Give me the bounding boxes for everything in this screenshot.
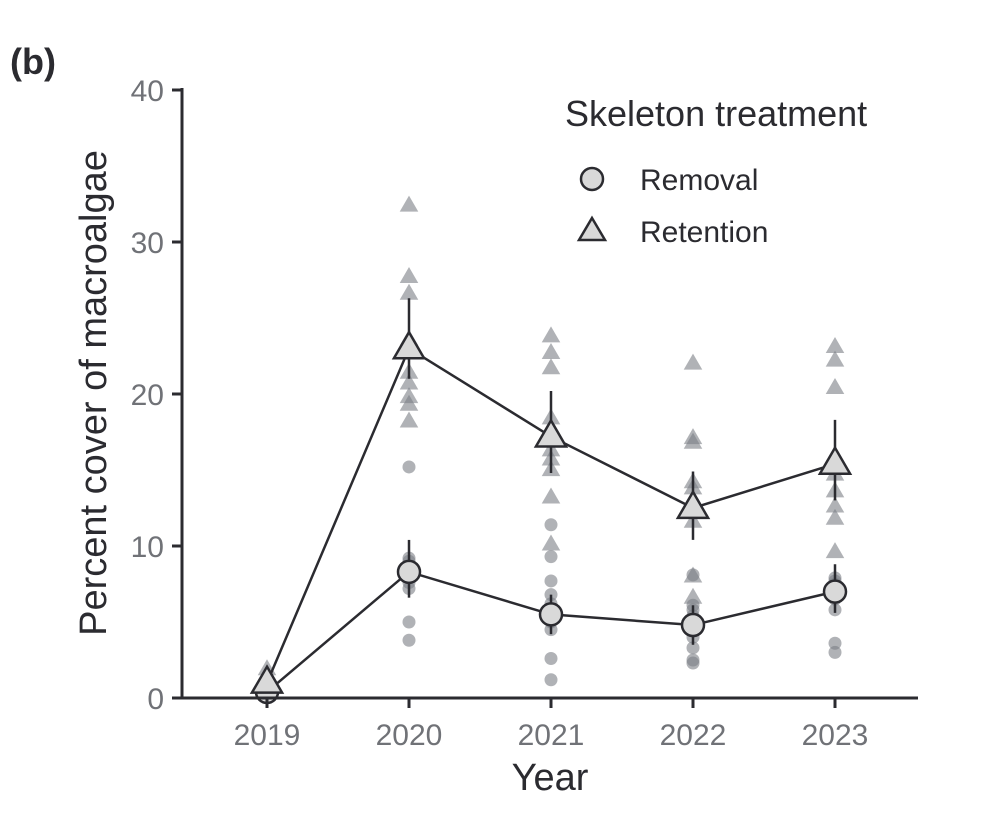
legend-retention-marker bbox=[576, 215, 608, 242]
y-axis-title: Percent cover of macroalgae bbox=[73, 150, 115, 636]
removal-raw-point bbox=[686, 641, 700, 655]
removal-raw-point bbox=[402, 460, 416, 474]
retention-mean-point bbox=[675, 489, 711, 520]
retention-raw-point bbox=[541, 534, 561, 551]
y-tick-label: 10 bbox=[131, 531, 164, 564]
retention-raw-point bbox=[399, 387, 419, 404]
retention-raw-point bbox=[825, 378, 845, 394]
retention-raw-point bbox=[541, 358, 561, 375]
removal-raw-point bbox=[828, 645, 842, 659]
retention-raw-point bbox=[399, 267, 419, 284]
removal-mean-point bbox=[822, 579, 848, 604]
retention-raw-point bbox=[825, 496, 845, 513]
removal-mean-point bbox=[538, 602, 564, 627]
legend-title: Skeleton treatment bbox=[565, 93, 867, 134]
y-tick-label: 40 bbox=[131, 75, 164, 108]
retention-raw-point bbox=[825, 508, 845, 525]
retention-raw-point bbox=[541, 343, 561, 360]
removal-raw-point bbox=[402, 633, 416, 647]
removal-raw-point bbox=[686, 653, 700, 667]
retention-raw-point bbox=[683, 587, 703, 604]
removal-raw-point bbox=[828, 636, 842, 650]
removal-raw-point bbox=[544, 673, 558, 687]
retention-raw-point bbox=[399, 283, 419, 300]
y-tick-label: 30 bbox=[131, 227, 164, 260]
retention-raw-point bbox=[683, 428, 703, 445]
retention-raw-point bbox=[825, 336, 845, 353]
retention-raw-point bbox=[399, 411, 419, 428]
legend-removal-marker bbox=[579, 166, 605, 192]
retention-raw-point bbox=[541, 326, 561, 343]
retention-mean-point bbox=[533, 417, 569, 448]
legend: Skeleton treatment Removal Retention bbox=[565, 93, 867, 249]
x-tick-label: 2022 bbox=[660, 719, 727, 752]
retention-raw-point bbox=[825, 350, 845, 367]
y-ticks-layer: 0 10 20 30 40 bbox=[131, 75, 182, 716]
removal-mean-point bbox=[680, 612, 706, 638]
removal-raw-point bbox=[544, 574, 558, 588]
retention-mean-point bbox=[817, 445, 853, 476]
retention-mean-point bbox=[391, 329, 427, 360]
removal-raw-point bbox=[544, 518, 558, 532]
mean-markers-layer bbox=[249, 329, 853, 705]
y-tick-label: 20 bbox=[131, 379, 164, 412]
retention-raw-point bbox=[683, 353, 703, 370]
removal-raw-point bbox=[402, 615, 416, 629]
y-tick-label: 0 bbox=[147, 683, 164, 716]
legend-removal-label: Removal bbox=[640, 164, 758, 197]
retention-mean-point bbox=[249, 664, 285, 694]
removal-raw-point bbox=[544, 550, 558, 564]
retention-raw-point bbox=[541, 487, 561, 504]
removal-mean-point bbox=[396, 559, 422, 585]
retention-raw-point bbox=[399, 373, 419, 390]
x-axis-title: Year bbox=[512, 757, 589, 799]
retention-raw-point bbox=[399, 195, 419, 212]
legend-retention-label: Retention bbox=[640, 216, 768, 249]
x-tick-label: 2023 bbox=[802, 719, 869, 752]
x-ticks-layer: 2019 2020 2021 2022 2023 bbox=[234, 698, 869, 752]
panel-label: (b) bbox=[10, 41, 56, 82]
retention-raw-point bbox=[683, 566, 703, 583]
x-tick-label: 2019 bbox=[234, 719, 301, 752]
x-tick-label: 2021 bbox=[518, 719, 585, 752]
retention-raw-point bbox=[825, 542, 845, 559]
removal-raw-point bbox=[544, 651, 558, 665]
x-tick-label: 2020 bbox=[376, 719, 443, 752]
